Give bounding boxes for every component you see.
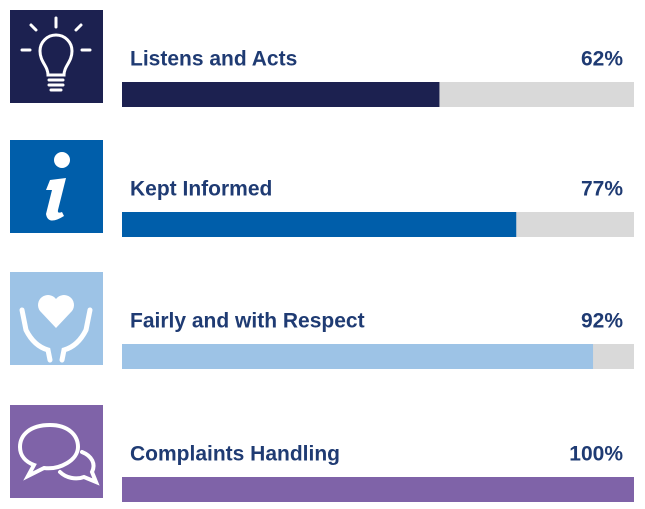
bar	[122, 477, 634, 502]
bar	[122, 344, 594, 369]
category-label: Fairly and with Respect	[130, 310, 365, 333]
category-label: Listens and Acts	[130, 48, 297, 71]
bar	[122, 212, 517, 237]
icons	[10, 10, 103, 498]
value-label: 92%	[581, 310, 623, 333]
value-label: 100%	[569, 443, 623, 466]
value-label: 62%	[581, 48, 623, 71]
bar	[122, 82, 440, 107]
value-label: 77%	[581, 178, 623, 201]
category-label: Complaints Handling	[130, 443, 340, 466]
category-label: Kept Informed	[130, 178, 272, 201]
